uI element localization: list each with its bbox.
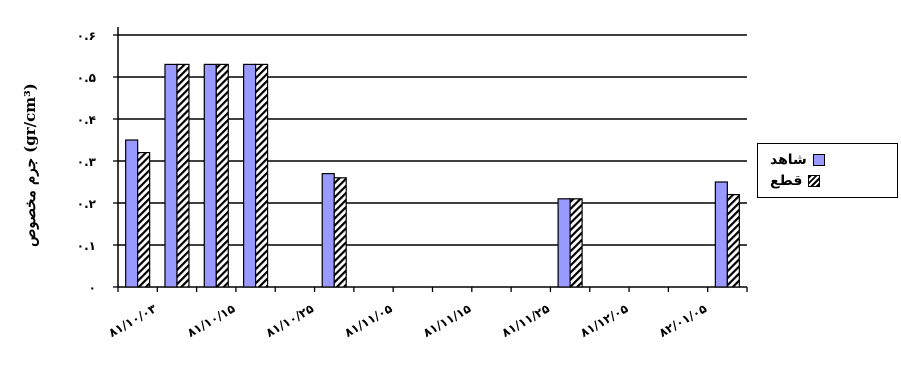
x-tick-label: ۸۱/۱۰/۱۵ [185,301,238,339]
y-tick-label: ۰.۵ [77,71,96,85]
legend-swatch-solid [812,154,825,166]
bar-control [321,173,335,288]
bar-control [164,63,178,288]
bar-control [557,198,571,288]
x-tick-label: ۸۱/۱۰/۲۵ [263,301,316,339]
y-axis-title-wrap: جرم مخصوص (gr/cm³) [10,30,50,300]
bar-cut [137,152,151,288]
x-tick-label: ۸۱/۱۱/۲۵ [499,301,552,339]
legend-label-control: شاهد [770,152,807,168]
y-tick-label: ۰.۴ [77,113,96,127]
y-tick-label: ۰.۲ [77,197,97,211]
x-tick-label: ۸۲/۰۱/۰۵ [657,301,710,339]
x-tick-labels: ۸۱/۱۰/۰۳ ۸۱/۱۰/۱۵ ۸۱/۱۰/۲۵ ۸۱/۱۱/۰۵ ۸۱/۱۱/۱۵… [106,301,709,340]
legend-swatch-hatch [808,175,821,187]
bar-cut [333,177,347,288]
legend-item-control: شاهد [770,152,825,168]
bar-cut [254,63,269,288]
bar-control [714,181,728,288]
bars [125,63,740,288]
bar-cut [726,194,740,288]
legend-item-cut: قطع [770,173,821,189]
bar-control [242,63,257,288]
bar-cut [176,63,190,288]
bar-cut [569,198,583,288]
x-tick-label: ۸۱/۱۰/۰۳ [106,301,159,340]
y-tick-label: ۰.۶ [77,29,96,43]
x-tick-label: ۸۱/۱۲/۰۵ [578,301,631,339]
y-axis-title: جرم مخصوص (gr/cm³) [21,83,39,247]
legend: شاهد قطع [757,143,898,198]
x-tick-label: ۸۱/۱۱/۰۵ [342,301,395,339]
x-tick-label: ۸۱/۱۱/۱۵ [421,301,474,339]
bar-control [203,63,217,288]
legend-label-cut: قطع [770,173,803,189]
y-tick-label: ۰.۳ [77,155,97,169]
bar-cut [215,63,229,288]
y-tick-label: ۰.۱ [77,239,96,253]
bar-control [125,139,139,288]
y-tick-labels: ۰ ۰.۱ ۰.۲ ۰.۳ ۰.۴ ۰.۵ ۰.۶ [77,29,97,295]
y-tick-label: ۰ [89,281,96,295]
